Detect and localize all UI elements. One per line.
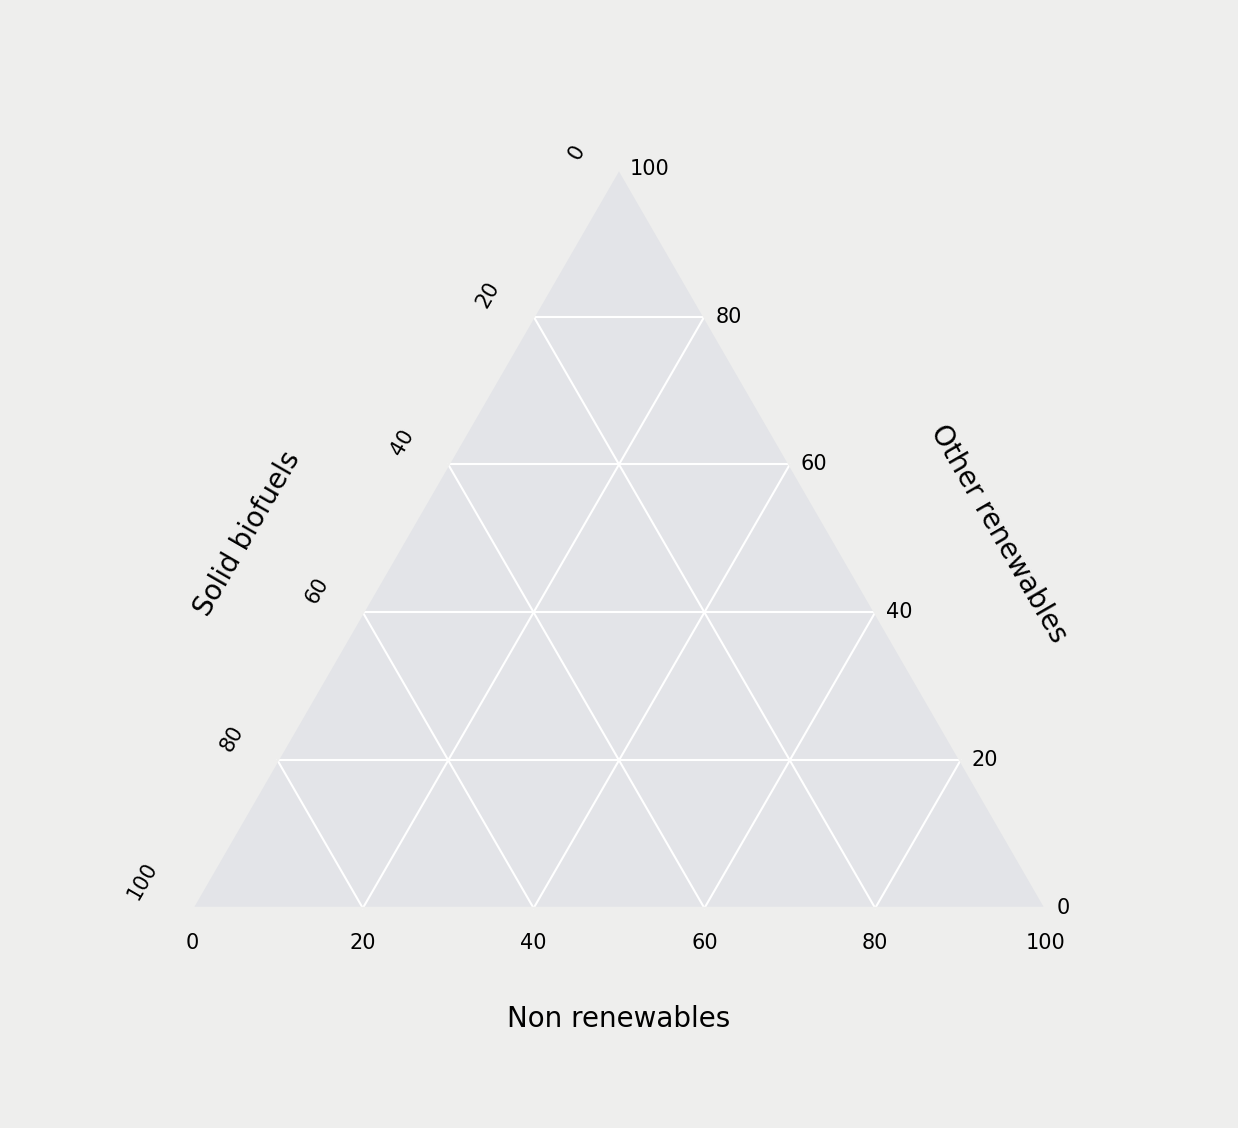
- Text: 20: 20: [473, 277, 503, 311]
- Polygon shape: [192, 168, 1046, 908]
- Text: 0: 0: [565, 142, 588, 164]
- Text: 100: 100: [630, 159, 670, 178]
- Text: 0: 0: [1057, 898, 1071, 918]
- Text: 20: 20: [349, 933, 376, 953]
- Text: 60: 60: [691, 933, 718, 953]
- Text: 80: 80: [217, 722, 246, 755]
- Text: 100: 100: [124, 858, 161, 902]
- Text: 80: 80: [862, 933, 889, 953]
- Text: Other renewables: Other renewables: [925, 421, 1073, 647]
- Text: 40: 40: [387, 426, 417, 459]
- Text: Non renewables: Non renewables: [508, 1005, 730, 1033]
- Text: 0: 0: [186, 933, 198, 953]
- Text: 80: 80: [716, 307, 742, 326]
- Text: 100: 100: [1026, 933, 1066, 953]
- Text: 40: 40: [520, 933, 547, 953]
- Text: 40: 40: [886, 602, 912, 623]
- Text: 60: 60: [801, 455, 827, 475]
- Text: Solid biofuels: Solid biofuels: [189, 447, 306, 622]
- Text: 20: 20: [972, 750, 998, 770]
- Text: 60: 60: [302, 574, 332, 607]
